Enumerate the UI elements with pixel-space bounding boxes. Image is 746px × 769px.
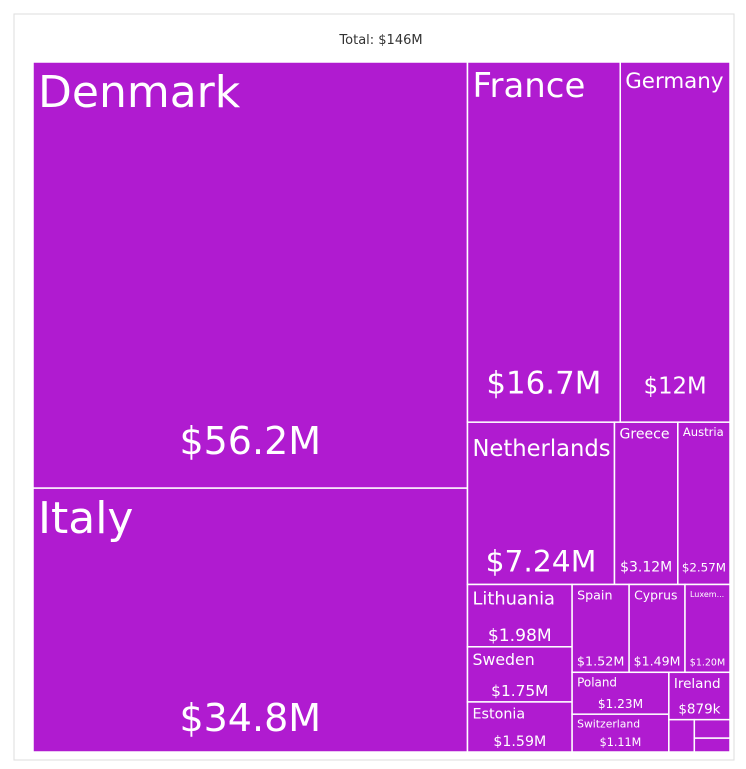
cell-label: Denmark xyxy=(38,67,241,118)
treemap-cell xyxy=(613,421,679,586)
value-label: $1.20M xyxy=(690,657,725,668)
cell-label: Austria xyxy=(683,425,724,439)
value-label: $7.24M xyxy=(486,544,597,579)
cell-label: Poland xyxy=(577,676,617,690)
value-label: $3.12M xyxy=(620,559,672,575)
value-label: $16.7M xyxy=(486,365,601,401)
value-label: $56.2M xyxy=(179,419,321,463)
cell-label: Luxem... xyxy=(690,590,724,599)
cell-label: Spain xyxy=(577,588,612,603)
cell-label: Switzerland xyxy=(577,717,640,730)
treemap-cell xyxy=(619,61,731,423)
value-label: $1.98M xyxy=(488,626,552,646)
cell-label: Cyprus xyxy=(634,587,677,602)
value-label: $34.8M xyxy=(179,696,321,740)
treemap-cell xyxy=(466,701,573,753)
value-label: $1.52M xyxy=(577,654,625,669)
cell-label: Estonia xyxy=(472,707,525,723)
cell-label: France xyxy=(472,66,585,106)
cell-label: Lithuania xyxy=(472,588,554,609)
value-label: $879k xyxy=(678,702,720,718)
cell-label: Germany xyxy=(625,69,724,94)
treemap-cell xyxy=(693,718,731,739)
chart-title: Total: $146M xyxy=(338,33,422,48)
value-label: $1.59M xyxy=(493,734,546,750)
treemap-cell xyxy=(32,487,469,753)
value-label: $1.23M xyxy=(598,697,643,711)
cell-label: Netherlands xyxy=(472,436,610,462)
value-label: $1.11M xyxy=(600,736,642,749)
treemap-cell xyxy=(693,737,731,753)
cell-label: Ireland xyxy=(674,676,721,692)
cell-label: Sweden xyxy=(472,650,534,669)
treemap-cell xyxy=(32,61,469,489)
treemap-cell xyxy=(668,718,696,753)
value-label: $1.49M xyxy=(634,653,681,668)
value-label: $1.75M xyxy=(491,682,548,700)
cell-label: Greece xyxy=(619,427,669,443)
value-label: $12M xyxy=(644,373,707,399)
treemap-cell xyxy=(466,421,616,586)
treemap-cell xyxy=(571,671,670,715)
cells: Denmark $56.2M Italy $34.8M France $16.7M Germ… xyxy=(32,61,731,753)
value-label: $2.57M xyxy=(682,560,726,574)
treemap-cell xyxy=(668,671,731,721)
treemap-cell xyxy=(466,61,621,423)
cell-label: Italy xyxy=(38,493,133,544)
treemap-cell xyxy=(466,583,573,648)
treemap-cell xyxy=(628,583,686,674)
